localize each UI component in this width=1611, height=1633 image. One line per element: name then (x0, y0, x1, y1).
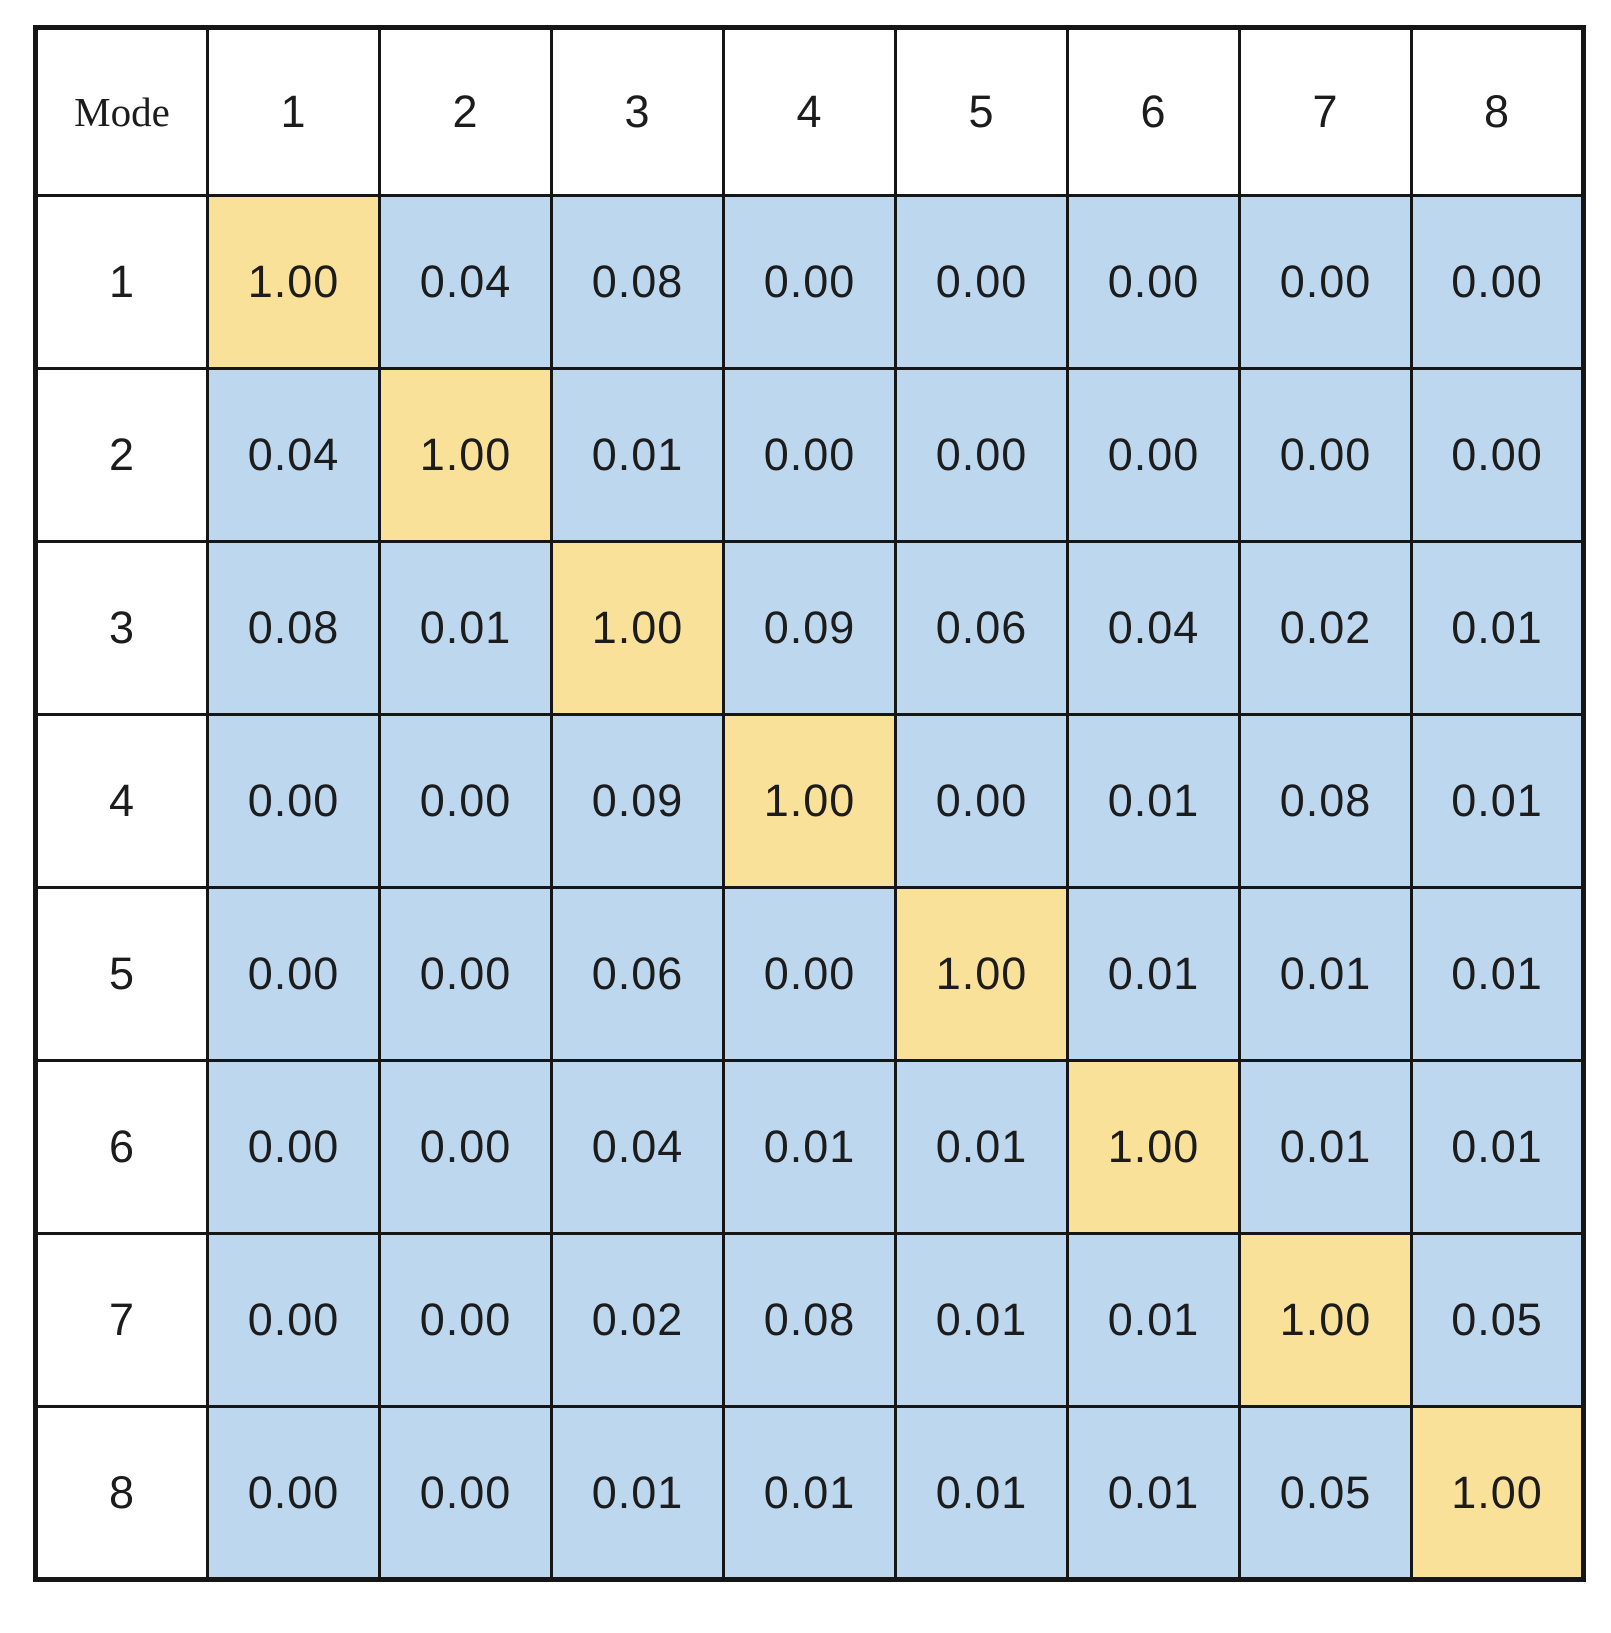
matrix-cell-r8-c6: 0.01 (1066, 1405, 1241, 1581)
column-header-3: 3 (550, 26, 725, 197)
matrix-cell-r7-c6: 0.01 (1066, 1232, 1241, 1408)
row-header-3: 3 (34, 540, 209, 716)
matrix-cell-r3-c5: 0.06 (894, 540, 1069, 716)
matrix-cell-r1-c4: 0.00 (722, 194, 897, 370)
matrix-cell-r4-c6: 0.01 (1066, 713, 1241, 889)
matrix-cell-r5-c6: 0.01 (1066, 886, 1241, 1062)
matrix-cell-r2-c3: 0.01 (550, 367, 725, 543)
matrix-cell-r2-c7: 0.00 (1238, 367, 1413, 543)
matrix-cell-r2-c5: 0.00 (894, 367, 1069, 543)
matrix-row-8: 8 0.00 0.00 0.01 0.01 0.01 0.01 0.05 1.00 (34, 1405, 1585, 1581)
row-header-4: 4 (34, 713, 209, 889)
matrix-cell-r3-c2: 0.01 (378, 540, 553, 716)
matrix-cell-r2-c6: 0.00 (1066, 367, 1241, 543)
column-header-2: 2 (378, 26, 553, 197)
column-header-7: 7 (1238, 26, 1413, 197)
matrix-cell-r7-c2: 0.00 (378, 1232, 553, 1408)
matrix-cell-r4-c2: 0.00 (378, 713, 553, 889)
matrix-row-1: 1 1.00 0.04 0.08 0.00 0.00 0.00 0.00 0.00 (34, 194, 1585, 370)
matrix-cell-r3-c7: 0.02 (1238, 540, 1413, 716)
matrix-cell-r3-c3: 1.00 (550, 540, 725, 716)
matrix-cell-r7-c7: 1.00 (1238, 1232, 1413, 1408)
matrix-cell-r5-c4: 0.00 (722, 886, 897, 1062)
matrix-cell-r4-c4: 1.00 (722, 713, 897, 889)
matrix-row-7: 7 0.00 0.00 0.02 0.08 0.01 0.01 1.00 0.05 (34, 1232, 1585, 1408)
matrix-cell-r6-c2: 0.00 (378, 1059, 553, 1235)
matrix-cell-r4-c5: 0.00 (894, 713, 1069, 889)
column-header-8: 8 (1410, 26, 1585, 197)
row-header-5: 5 (34, 886, 209, 1062)
matrix-cell-r5-c3: 0.06 (550, 886, 725, 1062)
matrix-cell-r7-c4: 0.08 (722, 1232, 897, 1408)
matrix-cell-r6-c4: 0.01 (722, 1059, 897, 1235)
matrix-cell-r7-c8: 0.05 (1410, 1232, 1585, 1408)
matrix-row-3: 3 0.08 0.01 1.00 0.09 0.06 0.04 0.02 0.01 (34, 540, 1585, 716)
column-header-row: Mode 1 2 3 4 5 6 7 8 (34, 26, 1585, 197)
matrix-cell-r8-c7: 0.05 (1238, 1405, 1413, 1581)
mac-matrix-table: Mode 1 2 3 4 5 6 7 8 1 1.00 0.04 0.08 0.00 0.00 0.00 0.… (33, 25, 1586, 1582)
matrix-row-5: 5 0.00 0.00 0.06 0.00 1.00 0.01 0.01 0.01 (34, 886, 1585, 1062)
matrix-cell-r8-c1: 0.00 (206, 1405, 381, 1581)
matrix-cell-r1-c8: 0.00 (1410, 194, 1585, 370)
column-header-1: 1 (206, 26, 381, 197)
matrix-cell-r5-c2: 0.00 (378, 886, 553, 1062)
matrix-header: Mode 1 2 3 4 5 6 7 8 (34, 26, 1585, 197)
matrix-row-4: 4 0.00 0.00 0.09 1.00 0.00 0.01 0.08 0.01 (34, 713, 1585, 889)
matrix-cell-r1-c3: 0.08 (550, 194, 725, 370)
column-header-5: 5 (894, 26, 1069, 197)
matrix-cell-r7-c3: 0.02 (550, 1232, 725, 1408)
column-header-6: 6 (1066, 26, 1241, 197)
matrix-cell-r1-c1: 1.00 (206, 194, 381, 370)
row-header-1: 1 (34, 194, 209, 370)
matrix-cell-r5-c7: 0.01 (1238, 886, 1413, 1062)
corner-label: Mode (34, 26, 209, 197)
matrix-cell-r3-c8: 0.01 (1410, 540, 1585, 716)
matrix-cell-r4-c7: 0.08 (1238, 713, 1413, 889)
matrix-cell-r6-c1: 0.00 (206, 1059, 381, 1235)
matrix-cell-r3-c4: 0.09 (722, 540, 897, 716)
matrix-cell-r8-c3: 0.01 (550, 1405, 725, 1581)
matrix-cell-r5-c5: 1.00 (894, 886, 1069, 1062)
matrix-cell-r8-c5: 0.01 (894, 1405, 1069, 1581)
row-header-2: 2 (34, 367, 209, 543)
matrix-cell-r1-c5: 0.00 (894, 194, 1069, 370)
matrix-cell-r1-c7: 0.00 (1238, 194, 1413, 370)
matrix-cell-r5-c1: 0.00 (206, 886, 381, 1062)
matrix-cell-r4-c3: 0.09 (550, 713, 725, 889)
matrix-body: 1 1.00 0.04 0.08 0.00 0.00 0.00 0.00 0.00 2 0.04 1.… (34, 194, 1585, 1581)
matrix-cell-r6-c5: 0.01 (894, 1059, 1069, 1235)
matrix-cell-r2-c8: 0.00 (1410, 367, 1585, 543)
matrix-cell-r7-c5: 0.01 (894, 1232, 1069, 1408)
matrix-cell-r8-c8: 1.00 (1410, 1405, 1585, 1581)
matrix-cell-r2-c1: 0.04 (206, 367, 381, 543)
matrix-row-6: 6 0.00 0.00 0.04 0.01 0.01 1.00 0.01 0.01 (34, 1059, 1585, 1235)
matrix-cell-r8-c2: 0.00 (378, 1405, 553, 1581)
matrix-cell-r1-c2: 0.04 (378, 194, 553, 370)
matrix-cell-r4-c1: 0.00 (206, 713, 381, 889)
matrix-cell-r4-c8: 0.01 (1410, 713, 1585, 889)
matrix-cell-r5-c8: 0.01 (1410, 886, 1585, 1062)
matrix-cell-r3-c6: 0.04 (1066, 540, 1241, 716)
matrix-row-2: 2 0.04 1.00 0.01 0.00 0.00 0.00 0.00 0.00 (34, 367, 1585, 543)
row-header-6: 6 (34, 1059, 209, 1235)
column-header-4: 4 (722, 26, 897, 197)
matrix-cell-r3-c1: 0.08 (206, 540, 381, 716)
matrix-cell-r2-c2: 1.00 (378, 367, 553, 543)
row-header-7: 7 (34, 1232, 209, 1408)
matrix-cell-r1-c6: 0.00 (1066, 194, 1241, 370)
row-header-8: 8 (34, 1405, 209, 1581)
matrix-cell-r6-c3: 0.04 (550, 1059, 725, 1235)
matrix-cell-r7-c1: 0.00 (206, 1232, 381, 1408)
matrix-cell-r6-c8: 0.01 (1410, 1059, 1585, 1235)
matrix-cell-r8-c4: 0.01 (722, 1405, 897, 1581)
matrix-cell-r6-c6: 1.00 (1066, 1059, 1241, 1235)
matrix-cell-r2-c4: 0.00 (722, 367, 897, 543)
matrix-cell-r6-c7: 0.01 (1238, 1059, 1413, 1235)
